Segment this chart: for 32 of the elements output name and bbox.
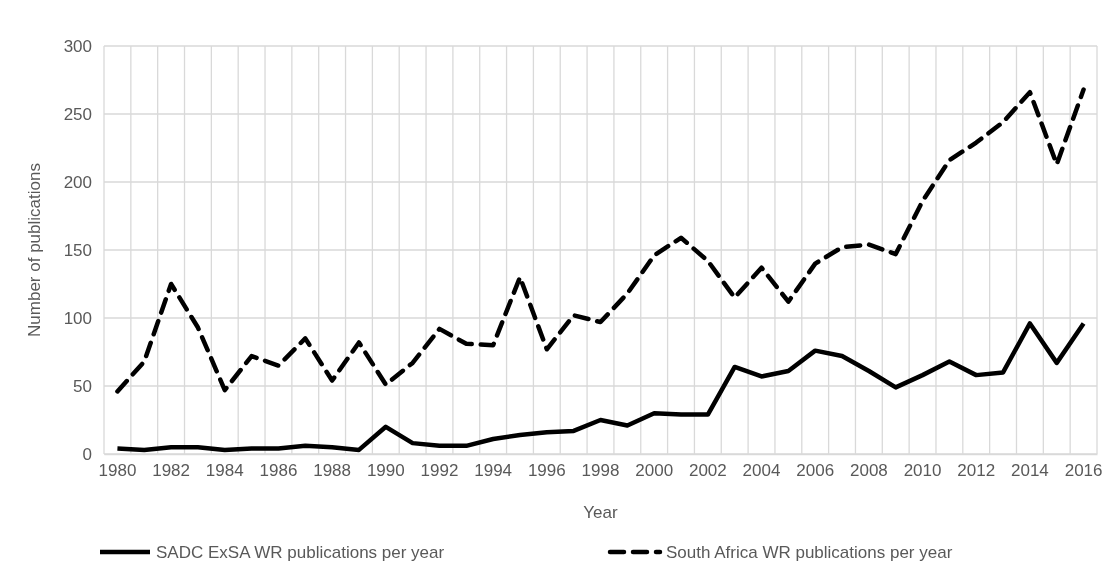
x-tick-label: 1996 — [527, 461, 566, 481]
legend-label: South Africa WR publications per year — [666, 543, 953, 562]
x-tick-label: 2014 — [1010, 461, 1049, 481]
x-tick-label: 1998 — [581, 461, 620, 481]
x-tick-label: 2010 — [903, 461, 942, 481]
x-tick-label: 1982 — [152, 461, 191, 481]
y-tick-label: 0 — [82, 444, 92, 464]
line-series — [115, 321, 1086, 453]
x-tick-label: 1994 — [474, 461, 513, 481]
x-tick-label: 2008 — [849, 461, 888, 481]
x-tick-label: 1992 — [420, 461, 459, 481]
x-tick-label: 2002 — [688, 461, 727, 481]
y-axis-title: Number of publications — [25, 163, 44, 337]
line-series — [115, 87, 1086, 394]
x-tick-label: 2012 — [957, 461, 996, 481]
x-tick-label: 1988 — [313, 461, 352, 481]
x-tick-label: 1980 — [98, 461, 137, 481]
x-tick-label: 2004 — [742, 461, 781, 481]
y-tick-label: 200 — [63, 172, 92, 192]
x-axis-title: Year — [583, 503, 619, 522]
y-tick-label: 300 — [63, 36, 92, 56]
legend-label: SADC ExSA WR publications per year — [156, 543, 445, 562]
x-tick-label: 1986 — [259, 461, 298, 481]
x-tick-label: 2000 — [635, 461, 674, 481]
y-tick-label: 100 — [63, 308, 92, 328]
x-tick-label: 1990 — [366, 461, 405, 481]
y-tick-label: 250 — [63, 104, 92, 124]
x-tick-label: 2006 — [796, 461, 835, 481]
y-tick-label: 50 — [73, 376, 92, 396]
x-tick-label: 1984 — [205, 461, 244, 481]
y-tick-label: 150 — [63, 240, 92, 260]
x-tick-label: 2016 — [1064, 461, 1103, 481]
